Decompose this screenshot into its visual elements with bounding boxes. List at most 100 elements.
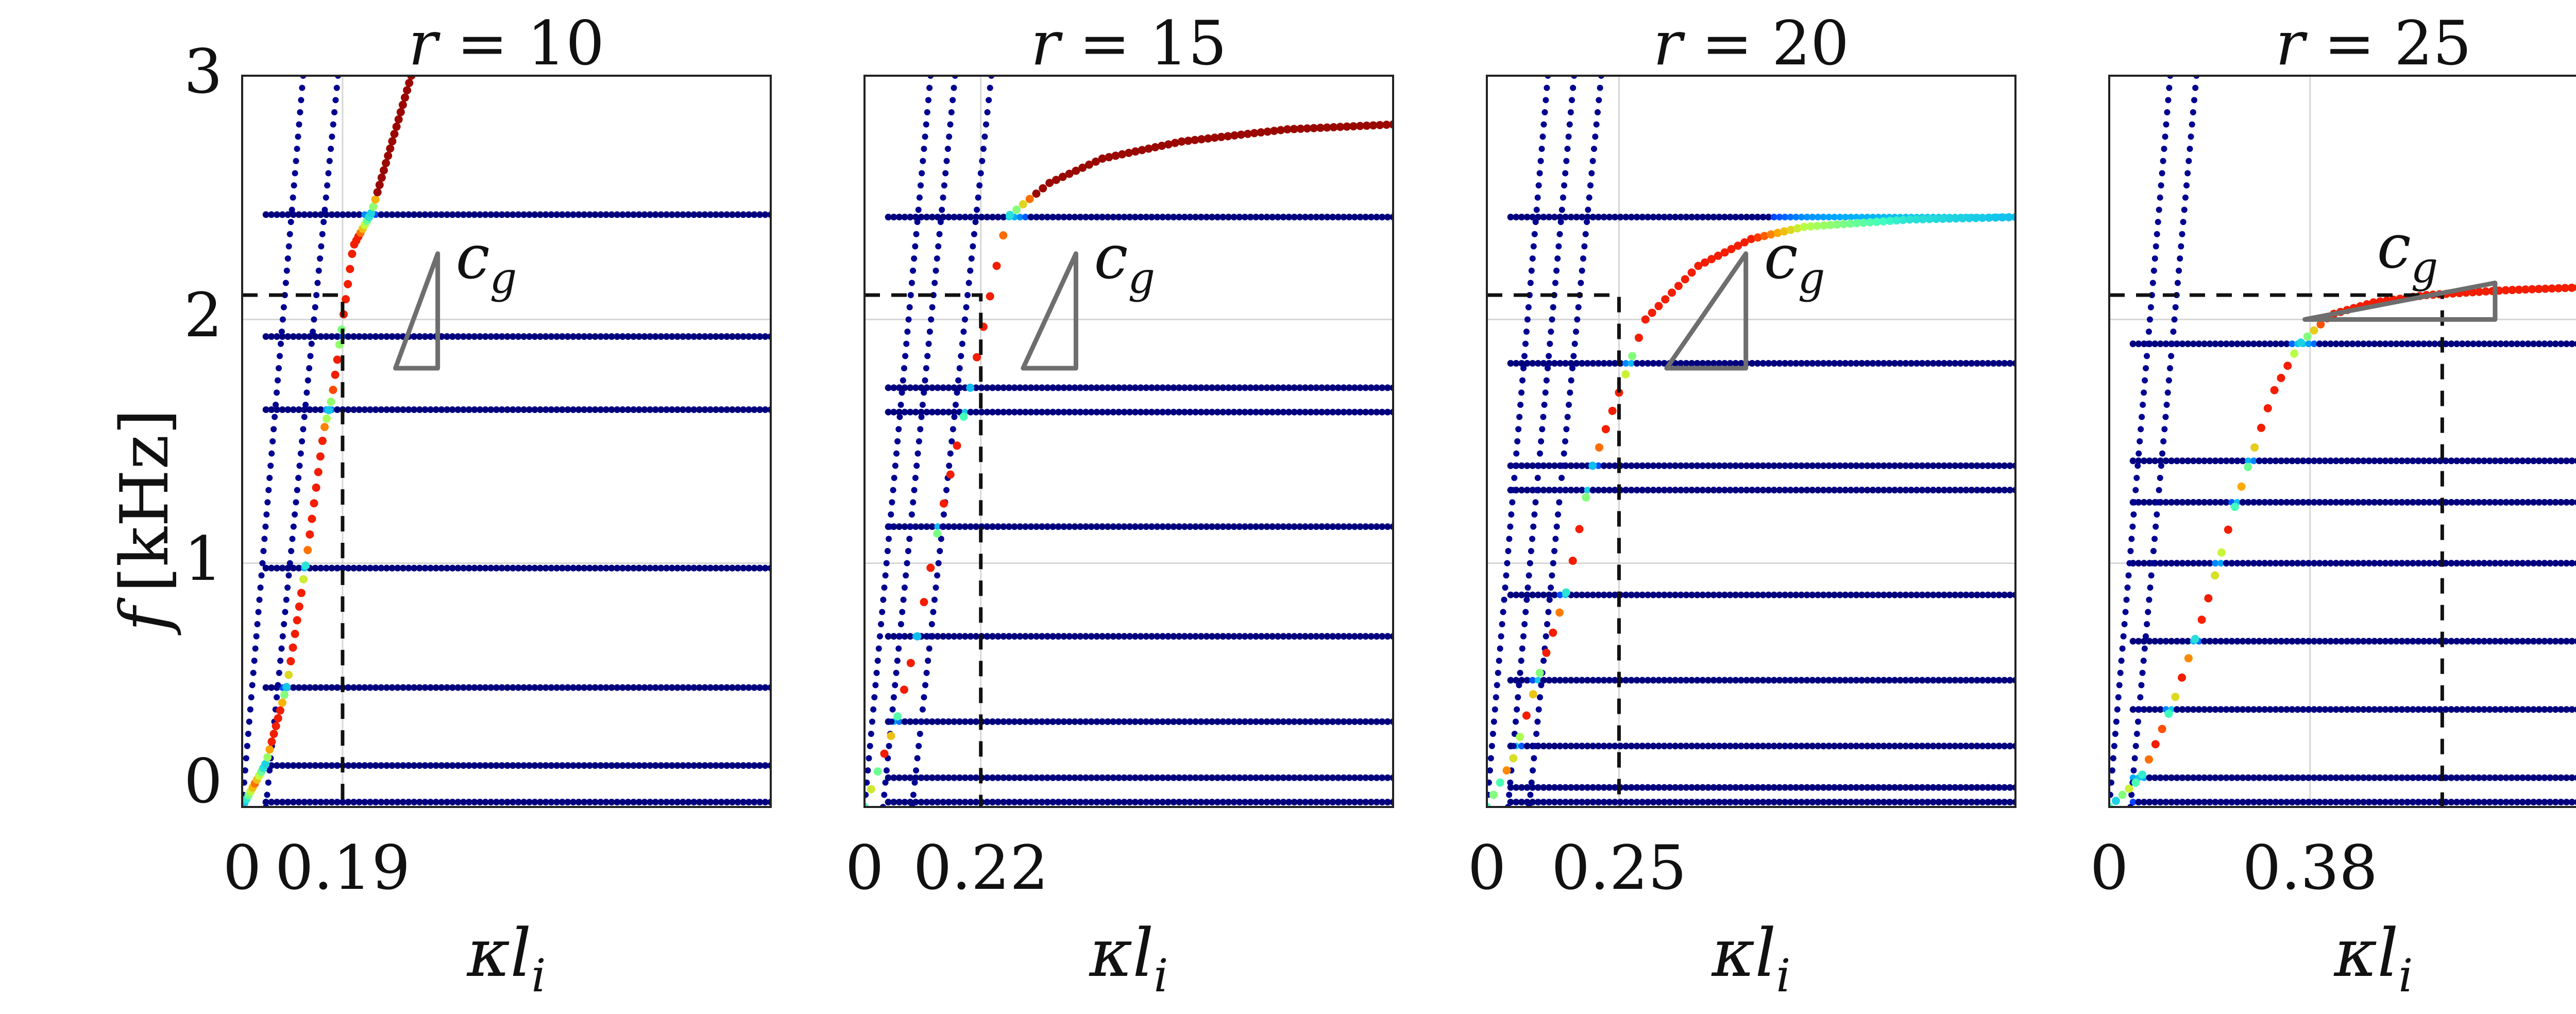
flat-band-point: [2344, 457, 2351, 465]
steep-branch-point: [982, 121, 989, 128]
flat-band-point: [668, 564, 675, 572]
flat-band-point: [575, 799, 582, 806]
flat-band-point: [1346, 799, 1353, 806]
flat-band-point: [1716, 743, 1723, 750]
flat-band-point: [1159, 633, 1166, 640]
flat-band-point: [635, 762, 642, 769]
flat-band-point: [1302, 523, 1309, 530]
flat-band-point: [372, 564, 379, 572]
flat-band-point: [1705, 360, 1712, 367]
flat-band-point: [553, 762, 561, 769]
steep-branch-point: [955, 377, 962, 384]
flat-band-point: [372, 762, 379, 769]
flat-band-point: [1683, 743, 1690, 750]
steep-branch-point: [943, 487, 950, 493]
flat-band-point: [2212, 499, 2219, 506]
flat-band-point: [1798, 743, 1805, 750]
main-branch-point: [1588, 461, 1597, 470]
flat-band-point: [2173, 638, 2180, 645]
flat-band-point: [2398, 799, 2405, 806]
steep-branch-point: [265, 487, 272, 493]
steep-branch-point: [922, 377, 928, 384]
flat-band-point: [1628, 677, 1635, 684]
flat-band-point: [1099, 523, 1106, 530]
flat-band-point: [1946, 462, 1953, 469]
flat-band-point: [1688, 591, 1696, 598]
flat-band-point: [2316, 638, 2323, 645]
main-branch-point: [1846, 219, 1855, 228]
steep-branch-point: [913, 462, 920, 469]
flat-band-point: [1952, 799, 1959, 806]
steep-branch-point: [893, 450, 900, 457]
flat-band-point: [1340, 718, 1347, 725]
main-branch-point: [2244, 462, 2252, 471]
flat-band-point: [2272, 638, 2279, 645]
main-branch-point: [303, 546, 312, 555]
flat-band-point: [1913, 743, 1920, 750]
flat-band-point: [1765, 784, 1772, 791]
flat-band-point: [1600, 743, 1607, 750]
flat-band-point: [1307, 523, 1314, 530]
flat-band-point: [761, 211, 769, 218]
flat-band-point: [394, 762, 401, 769]
flat-band-point: [1154, 408, 1161, 416]
flat-band-point: [1318, 633, 1326, 640]
steep-branch-point: [295, 475, 302, 481]
steep-branch-point: [871, 694, 878, 700]
flat-band-point: [1743, 799, 1750, 806]
flat-band-point: [652, 564, 659, 572]
steep-branch-point: [902, 353, 909, 359]
steep-branch-point: [918, 414, 925, 420]
flat-band-point: [685, 684, 692, 691]
flat-band-point: [411, 333, 418, 340]
flat-band-point: [1688, 743, 1696, 750]
flat-band-point: [1820, 360, 1827, 367]
flat-band-point: [1033, 799, 1040, 806]
flat-band-point: [1705, 799, 1712, 806]
flat-band-point: [405, 684, 412, 691]
main-branch-point: [1078, 163, 1087, 172]
steep-branch-point: [935, 560, 942, 566]
flat-band-point: [1962, 591, 1970, 598]
flat-band-point: [1973, 784, 1980, 791]
flat-band-point: [1099, 214, 1106, 221]
flat-band-point: [2239, 638, 2246, 645]
flat-band-point: [2135, 340, 2142, 348]
flat-band-point: [1803, 360, 1810, 367]
flat-band-point: [1595, 462, 1602, 469]
flat-band-point: [1699, 360, 1706, 367]
svg-text:f[kHz]: f[kHz]: [107, 409, 183, 635]
flat-band-point: [2261, 774, 2268, 781]
main-branch-point: [1382, 121, 1391, 129]
flat-band-point: [2006, 487, 2013, 494]
flat-band-point: [751, 333, 758, 340]
flat-band-point: [1192, 523, 1199, 530]
flat-band-point: [945, 214, 952, 221]
flat-band-point: [1737, 462, 1744, 469]
flat-band-point: [2568, 457, 2575, 465]
flat-band-point: [1181, 523, 1188, 530]
flat-band-point: [1357, 633, 1364, 640]
flat-band-point: [1880, 487, 1887, 494]
flat-band-point: [1384, 774, 1391, 781]
flat-band-point: [918, 799, 925, 806]
flat-band-point: [2201, 638, 2208, 645]
flat-band-point: [1770, 743, 1777, 750]
flat-band-point: [1066, 523, 1073, 530]
flat-band-point: [1340, 384, 1347, 391]
flat-band-point: [1666, 743, 1673, 750]
main-branch-point: [1793, 224, 1802, 233]
flat-band-point: [756, 564, 764, 572]
flat-band-point: [901, 718, 908, 725]
flat-band-point: [1941, 677, 1948, 684]
steep-branch-point: [285, 572, 292, 579]
x-tick-label: 0.38: [2243, 832, 2378, 903]
main-branch-point: [1767, 230, 1775, 239]
flat-band-point: [2541, 560, 2548, 567]
flat-band-point: [1820, 462, 1827, 469]
flat-band-point: [1985, 784, 1992, 791]
steep-branch-point: [243, 755, 249, 762]
steep-branch-point: [906, 536, 913, 542]
flat-band-point: [1584, 799, 1591, 806]
main-branch-point: [1998, 213, 2007, 222]
